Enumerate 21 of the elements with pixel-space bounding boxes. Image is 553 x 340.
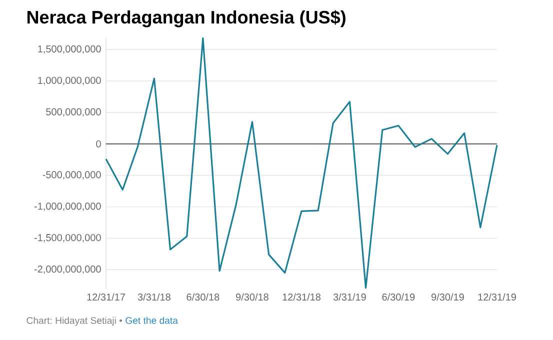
x-tick-label: 12/31/17 — [87, 293, 125, 301]
y-tick-label: 1,500,000,000 — [38, 45, 101, 54]
line-series — [105, 37, 498, 289]
x-tick-label: 3/31/19 — [333, 293, 366, 301]
y-tick-label: -1,000,000,000 — [34, 202, 101, 211]
y-tick-label: -1,500,000,000 — [34, 234, 101, 242]
x-tick-label: 12/31/19 — [478, 293, 516, 301]
x-tick-label: 9/30/18 — [236, 293, 268, 301]
y-tick-label: -2,000,000,000 — [34, 266, 101, 274]
x-tick-label: 12/31/18 — [282, 293, 321, 301]
text: Get the data — [126, 316, 178, 324]
chart-title: Neraca Perdagangan Indonesia (US$) — [27, 10, 346, 28]
y-tick-label: 0 — [96, 140, 101, 148]
x-tick-label: 6/30/18 — [186, 293, 220, 301]
y-tick-label: 500,000,000 — [46, 108, 101, 117]
x-tick-label: 9/30/19 — [431, 293, 464, 301]
y-tick-label: 1,000,000,000 — [38, 76, 101, 86]
text: Chart: Hidayat Setiaji • — [26, 316, 122, 326]
y-tick-label: -500,000,000 — [42, 171, 101, 180]
x-tick-label: 6/30/19 — [382, 293, 415, 301]
x-tick-label: 3/31/18 — [138, 293, 170, 301]
